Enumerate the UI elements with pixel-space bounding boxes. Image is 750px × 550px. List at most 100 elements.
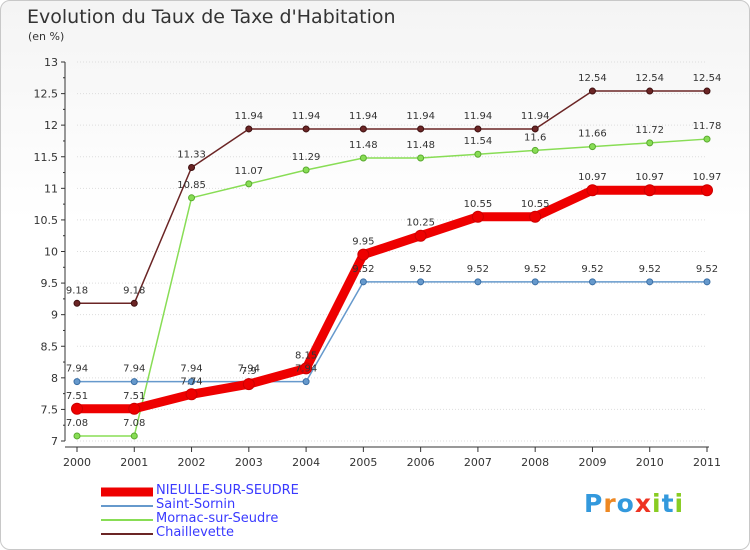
point-nieulle-2009 bbox=[586, 184, 599, 197]
y-tick-label-11: 12.5 bbox=[34, 88, 59, 101]
series-line-chaillevette bbox=[77, 90, 707, 305]
data-label-saint-sornin-2001: 7.94 bbox=[123, 364, 145, 375]
y-tick-label-5: 9.5 bbox=[41, 277, 59, 290]
point-mornac-2007 bbox=[474, 150, 482, 158]
point-nieulle-2005 bbox=[357, 248, 370, 261]
chart-title: Evolution du Taux de Taxe d'Habitation bbox=[27, 6, 396, 28]
data-label-mornac-2001: 7.08 bbox=[123, 418, 145, 429]
point-saint-sornin-2001 bbox=[130, 378, 138, 386]
point-chaillevette-2009 bbox=[588, 87, 596, 95]
legend-label-saint-sornin: Saint-Sornin bbox=[156, 497, 236, 512]
point-chaillevette-2003 bbox=[245, 125, 253, 133]
data-label-nieulle-2003: 7.9 bbox=[241, 366, 257, 377]
x-tick-label-10: 2010 bbox=[636, 456, 664, 469]
data-label-saint-sornin-2011: 9.52 bbox=[696, 264, 718, 275]
point-saint-sornin-2009 bbox=[588, 278, 596, 286]
logo-letter-0: P bbox=[584, 489, 604, 518]
x-tick-label-2: 2002 bbox=[178, 456, 206, 469]
x-tick-label-11: 2011 bbox=[693, 456, 721, 469]
y-tick-label-7: 10.5 bbox=[34, 214, 59, 227]
data-label-chaillevette-2005: 11.94 bbox=[349, 111, 378, 122]
point-chaillevette-2001 bbox=[130, 299, 138, 307]
data-label-saint-sornin-2009: 9.52 bbox=[581, 264, 603, 275]
point-chaillevette-2006 bbox=[417, 125, 425, 133]
data-label-nieulle-2011: 10.97 bbox=[693, 172, 722, 183]
logo-letter-2: o bbox=[616, 489, 635, 518]
point-nieulle-2011 bbox=[701, 184, 713, 197]
data-label-nieulle-2000: 7.51 bbox=[66, 391, 88, 402]
data-label-mornac-2002: 10.85 bbox=[177, 180, 206, 191]
x-tick-label-0: 2000 bbox=[63, 456, 91, 469]
legend-item-mornac: Mornac-sur-Seudre bbox=[101, 511, 361, 527]
point-mornac-2006 bbox=[417, 154, 425, 162]
data-label-chaillevette-2003: 11.94 bbox=[234, 111, 263, 122]
point-nieulle-2006 bbox=[414, 229, 427, 242]
data-label-chaillevette-2011: 12.54 bbox=[693, 73, 722, 84]
data-label-saint-sornin-2005: 9.52 bbox=[352, 264, 374, 275]
y-tick-label-6: 10 bbox=[44, 246, 58, 259]
logo-letter-6: i bbox=[674, 489, 685, 518]
point-mornac-2011 bbox=[703, 135, 711, 143]
data-label-saint-sornin-2006: 9.52 bbox=[410, 264, 432, 275]
x-tick-label-5: 2005 bbox=[349, 456, 377, 469]
data-label-mornac-2000: 7.08 bbox=[66, 418, 88, 429]
legend-label-chaillevette: Chaillevette bbox=[156, 525, 234, 540]
x-tick-label-6: 2006 bbox=[407, 456, 435, 469]
y-tick-label-0: 7 bbox=[51, 435, 58, 448]
data-label-nieulle-2009: 10.97 bbox=[578, 172, 607, 183]
data-label-mornac-2010: 11.72 bbox=[635, 125, 664, 136]
unit-label: (en %) bbox=[28, 30, 65, 43]
data-label-mornac-2005: 11.48 bbox=[349, 140, 378, 151]
data-label-chaillevette-2007: 11.94 bbox=[464, 111, 493, 122]
data-label-chaillevette-2008: 11.94 bbox=[521, 111, 550, 122]
legend-swatch-saint-sornin bbox=[101, 505, 153, 507]
logo-letter-5: t bbox=[661, 489, 675, 518]
legend-label-nieulle: NIEULLE-SUR-SEUDRE bbox=[156, 483, 299, 498]
data-label-mornac-2011: 11.78 bbox=[693, 121, 722, 132]
y-tick-label-10: 12 bbox=[44, 119, 58, 132]
point-saint-sornin-2006 bbox=[417, 278, 425, 286]
data-label-chaillevette-2004: 11.94 bbox=[292, 111, 321, 122]
legend: NIEULLE-SUR-SEUDRE Saint-Sornin Mornac-s… bbox=[101, 483, 361, 541]
point-mornac-2003 bbox=[245, 180, 253, 188]
legend-swatch-chaillevette bbox=[101, 533, 153, 535]
point-mornac-2000 bbox=[73, 432, 81, 440]
data-label-mornac-2004: 11.29 bbox=[292, 152, 321, 163]
legend-swatch-mornac bbox=[101, 519, 153, 521]
data-label-mornac-2006: 11.48 bbox=[406, 140, 435, 151]
data-label-saint-sornin-2000: 7.94 bbox=[66, 364, 88, 375]
point-chaillevette-2007 bbox=[474, 125, 482, 133]
legend-label-mornac: Mornac-sur-Seudre bbox=[156, 511, 279, 526]
data-label-nieulle-2002: 7.74 bbox=[180, 376, 202, 387]
y-tick-label-3: 8.5 bbox=[41, 340, 59, 353]
data-label-nieulle-2005: 9.95 bbox=[352, 237, 374, 248]
point-nieulle-2003 bbox=[242, 378, 255, 391]
point-chaillevette-2004 bbox=[302, 125, 310, 133]
data-label-nieulle-2004: 8.15 bbox=[295, 350, 317, 361]
point-mornac-2001 bbox=[130, 432, 138, 440]
y-tick-label-2: 8 bbox=[51, 372, 58, 385]
data-label-nieulle-2008: 10.55 bbox=[521, 199, 550, 210]
data-label-chaillevette-2006: 11.94 bbox=[406, 111, 435, 122]
point-mornac-2002 bbox=[188, 194, 196, 202]
data-label-nieulle-2007: 10.55 bbox=[464, 199, 493, 210]
data-label-mornac-2008: 11.6 bbox=[524, 132, 546, 143]
legend-item-saint-sornin: Saint-Sornin bbox=[101, 497, 361, 513]
data-label-nieulle-2006: 10.25 bbox=[406, 218, 435, 229]
data-label-chaillevette-2009: 12.54 bbox=[578, 73, 607, 84]
legend-swatch-nieulle bbox=[101, 487, 153, 497]
data-label-chaillevette-2001: 9.18 bbox=[123, 285, 145, 296]
point-chaillevette-2002 bbox=[188, 163, 196, 171]
point-saint-sornin-2011 bbox=[703, 278, 711, 286]
x-tick-label-9: 2009 bbox=[578, 456, 606, 469]
point-mornac-2005 bbox=[359, 154, 367, 162]
data-label-mornac-2007: 11.54 bbox=[464, 136, 493, 147]
point-chaillevette-2000 bbox=[73, 299, 81, 307]
point-chaillevette-2011 bbox=[703, 87, 711, 95]
logo-letter-4: i bbox=[652, 489, 662, 518]
point-saint-sornin-2002 bbox=[188, 378, 196, 386]
point-nieulle-2002 bbox=[185, 388, 198, 401]
y-tick-label-4: 9 bbox=[51, 309, 58, 322]
